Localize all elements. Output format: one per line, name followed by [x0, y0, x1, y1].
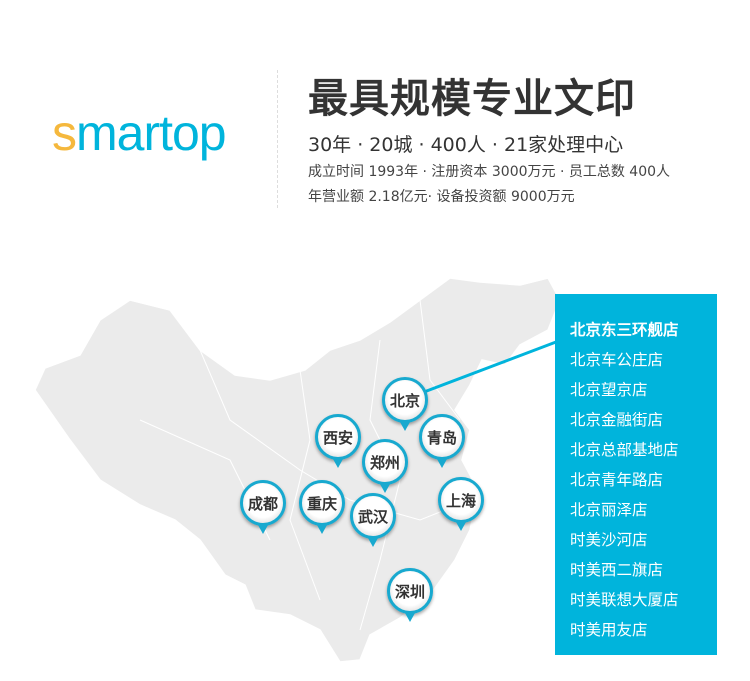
company-info-1: 成立时间 1993年 · 注册资本 3000万元 · 员工总数 400人: [308, 164, 671, 180]
logo-text: martop: [76, 105, 227, 161]
store-item[interactable]: 北京望京店: [570, 381, 648, 399]
pin-shenzhen[interactable]: 深圳: [387, 568, 433, 622]
china-map-shape: [34, 277, 561, 663]
page-title: 最具规模专业文印: [308, 76, 636, 122]
smartop-logo: smartop: [52, 105, 227, 161]
logo-s: s: [52, 105, 77, 161]
stats: 30年 · 20城 · 400人 · 21家处理中心: [308, 134, 624, 156]
pin-qingdao[interactable]: 青岛: [419, 414, 465, 468]
store-item[interactable]: 北京车公庄店: [570, 351, 664, 369]
store-item[interactable]: 时美联想大厦店: [570, 591, 679, 609]
store-item[interactable]: 时美用友店: [570, 621, 648, 639]
pin-chengdu[interactable]: 成都: [240, 480, 286, 534]
store-list: 北京东三环舰店 北京车公庄店 北京望京店 北京金融街店 北京总部基地店 北京青年…: [555, 294, 717, 655]
store-item[interactable]: 北京青年路店: [570, 471, 664, 489]
company-info-2: 年营业额 2.18亿元· 设备投资额 9000万元: [308, 189, 575, 205]
pin-beijing[interactable]: 北京: [382, 377, 428, 431]
store-item[interactable]: 北京金融街店: [570, 411, 664, 429]
pin-zhengzhou[interactable]: 郑州: [362, 439, 408, 493]
pin-chongqing[interactable]: 重庆: [299, 480, 345, 534]
store-item[interactable]: 北京总部基地店: [570, 441, 679, 459]
pin-xian[interactable]: 西安: [315, 414, 361, 468]
pin-shanghai[interactable]: 上海: [438, 477, 484, 531]
divider: [277, 70, 278, 208]
store-item[interactable]: 北京丽泽店: [570, 501, 648, 519]
store-item[interactable]: 时美沙河店: [570, 531, 648, 549]
connector-line: [423, 340, 557, 394]
store-item[interactable]: 北京东三环舰店: [570, 321, 679, 339]
store-item[interactable]: 时美西二旗店: [570, 561, 664, 579]
pin-wuhan[interactable]: 武汉: [350, 493, 396, 547]
